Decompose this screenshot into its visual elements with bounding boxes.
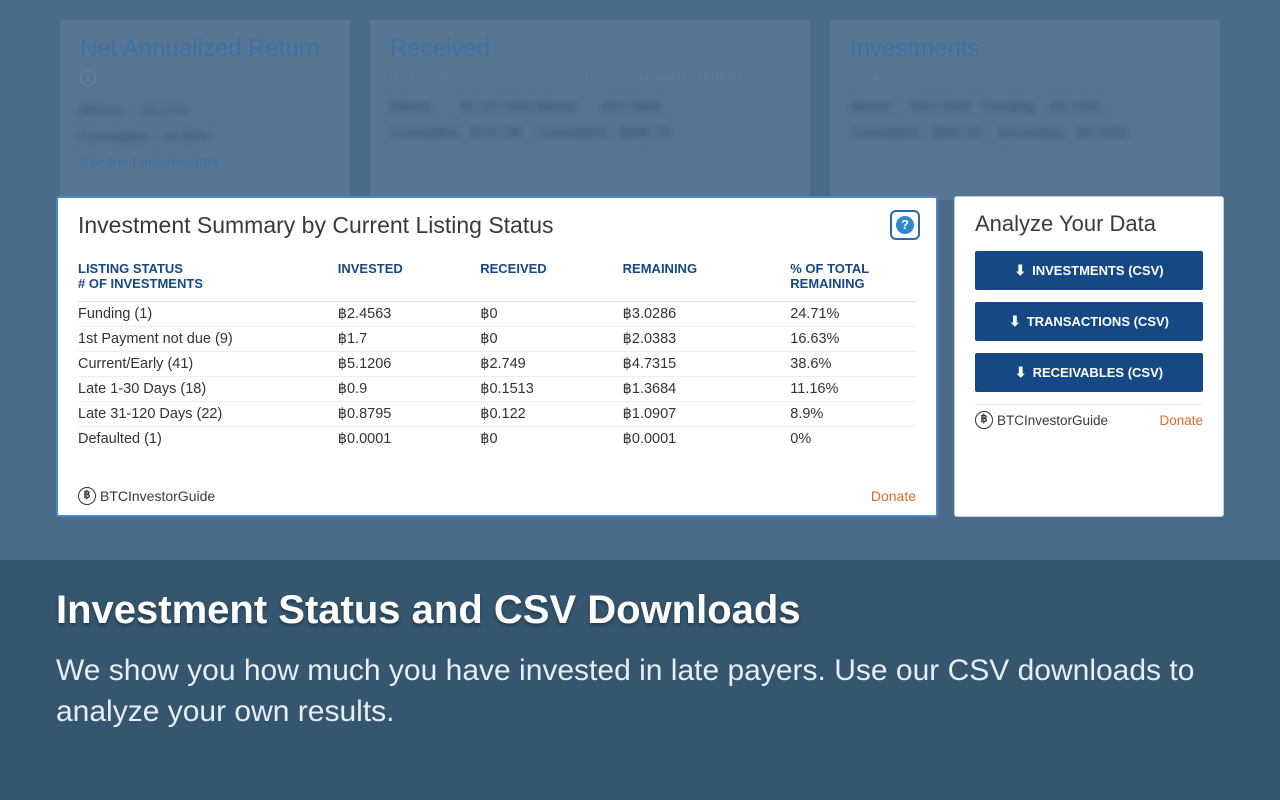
received-card: Received INTERESTPRINCIPAL AND INTEREST … [370, 20, 810, 200]
cell-invested: ฿0.0001 [338, 427, 480, 452]
cell-received: ฿0 [480, 427, 622, 452]
investments-title: Investments [850, 35, 1200, 63]
btc-icon: ฿ [975, 411, 993, 429]
cell-status: 1st Payment not due (9) [78, 327, 338, 352]
cell-pct: 11.16% [790, 377, 916, 402]
info-icon: i [80, 70, 96, 86]
caption-heading: Investment Status and CSV Downloads [56, 588, 1224, 633]
help-icon: ? [896, 216, 914, 234]
received-sublabels: INTERESTPRINCIPAL AND INTEREST [390, 71, 790, 85]
cell-invested: ฿5.1206 [338, 352, 480, 377]
blurred-text: Cumulative $987.65 Secondary B0.5432 [850, 121, 1200, 143]
cell-status: Defaulted (1) [78, 427, 338, 452]
cell-status: Funding (1) [78, 302, 338, 327]
blurred-text: Cumulative $737.66 Cumulative $456.78 [390, 121, 790, 143]
investments-card: Investments TOTALCURRENT Bitcoin B12.345… [830, 20, 1220, 200]
donate-link[interactable]: Donate [1159, 413, 1203, 428]
cell-invested: ฿0.8795 [338, 402, 480, 427]
download-icon: ⬇ [1009, 313, 1021, 330]
cell-received: ฿2.749 [480, 352, 622, 377]
brand-text: BTCInvestorGuide [997, 413, 1108, 428]
btn-label: INVESTMENTS (CSV) [1032, 263, 1163, 278]
btn-label: RECEIVABLES (CSV) [1033, 365, 1164, 380]
cell-remaining: ฿1.0907 [623, 402, 791, 427]
table-row: Funding (1)฿2.4563฿0฿3.028624.71% [78, 302, 916, 327]
investments-csv-button[interactable]: ⬇ INVESTMENTS (CSV) [975, 251, 1203, 290]
col-invested: INVESTED [338, 255, 480, 302]
summary-table: LISTING STATUS# OF INVESTMENTS INVESTED … [78, 255, 916, 451]
nar-card: Net Annualized Return i Bitcoin 23.17% C… [60, 20, 350, 200]
cell-received: ฿0.1513 [480, 377, 622, 402]
analyze-title: Analyze Your Data [975, 211, 1203, 237]
btc-icon: ฿ [78, 487, 96, 505]
cell-received: ฿0.122 [480, 402, 622, 427]
analyze-footer: ฿ BTCInvestorGuide Donate [975, 404, 1203, 429]
brand-text: BTCInvestorGuide [100, 488, 215, 504]
table-row: Defaulted (1)฿0.0001฿0฿0.00010% [78, 427, 916, 452]
cell-pct: 38.6% [790, 352, 916, 377]
leaderboards-link[interactable]: See the Leaderboards [80, 154, 330, 170]
cell-invested: ฿0.9 [338, 377, 480, 402]
caption-strip: Investment Status and CSV Downloads We s… [0, 560, 1280, 800]
transactions-csv-button[interactable]: ⬇ TRANSACTIONS (CSV) [975, 302, 1203, 341]
table-row: Late 1-30 Days (18)฿0.9฿0.1513฿1.368411.… [78, 377, 916, 402]
cell-invested: ฿2.4563 [338, 302, 480, 327]
cell-pct: 0% [790, 427, 916, 452]
nar-title: Net Annualized Return i [80, 35, 330, 91]
download-icon: ⬇ [1014, 262, 1026, 279]
investment-summary-panel: Investment Summary by Current Listing St… [56, 196, 938, 517]
receivables-csv-button[interactable]: ⬇ RECEIVABLES (CSV) [975, 353, 1203, 392]
col-pct: % OF TOTALREMAINING [790, 255, 916, 302]
cell-remaining: ฿4.7315 [623, 352, 791, 377]
cell-pct: 8.9% [790, 402, 916, 427]
btn-label: TRANSACTIONS (CSV) [1027, 314, 1169, 329]
brand: ฿ BTCInvestorGuide [975, 411, 1108, 429]
main-row: Investment Summary by Current Listing St… [56, 196, 1224, 517]
cell-status: Current/Early (41) [78, 352, 338, 377]
cell-status: Late 1-30 Days (18) [78, 377, 338, 402]
summary-footer: ฿ BTCInvestorGuide Donate [78, 479, 916, 505]
analyze-panel: Analyze Your Data ⬇ INVESTMENTS (CSV) ⬇ … [954, 196, 1224, 517]
cell-invested: ฿1.7 [338, 327, 480, 352]
col-remaining: REMAINING [623, 255, 791, 302]
col-status: LISTING STATUS# OF INVESTMENTS [78, 255, 338, 302]
cell-remaining: ฿2.0383 [623, 327, 791, 352]
blurred-text: Bitcoin B12.3456 Pending B1.2345 [850, 95, 1200, 117]
cell-received: ฿0 [480, 302, 622, 327]
brand: ฿ BTCInvestorGuide [78, 487, 215, 505]
background-stats-row: Net Annualized Return i Bitcoin 23.17% C… [0, 0, 1280, 200]
cell-remaining: ฿3.0286 [623, 302, 791, 327]
download-icon: ⬇ [1015, 364, 1027, 381]
blurred-text: Cumulative 14.25% [80, 125, 330, 147]
blurred-text: Bitcoin B1.23 / B45 Bitcoin B12.3456 [390, 95, 790, 117]
cell-pct: 16.63% [790, 327, 916, 352]
summary-title: Investment Summary by Current Listing St… [78, 212, 916, 239]
investments-sublabels: TOTALCURRENT [850, 71, 1200, 85]
cell-remaining: ฿1.3684 [623, 377, 791, 402]
cell-received: ฿0 [480, 327, 622, 352]
table-row: Current/Early (41)฿5.1206฿2.749฿4.731538… [78, 352, 916, 377]
caption-body: We show you how much you have invested i… [56, 651, 1224, 732]
cell-status: Late 31-120 Days (22) [78, 402, 338, 427]
help-button[interactable]: ? [890, 210, 920, 240]
received-title: Received [390, 35, 790, 63]
table-row: 1st Payment not due (9)฿1.7฿0฿2.038316.6… [78, 327, 916, 352]
table-row: Late 31-120 Days (22)฿0.8795฿0.122฿1.090… [78, 402, 916, 427]
donate-link[interactable]: Donate [871, 488, 916, 504]
blurred-text: Bitcoin 23.17% [80, 99, 330, 121]
cell-remaining: ฿0.0001 [623, 427, 791, 452]
cell-pct: 24.71% [790, 302, 916, 327]
col-received: RECEIVED [480, 255, 622, 302]
